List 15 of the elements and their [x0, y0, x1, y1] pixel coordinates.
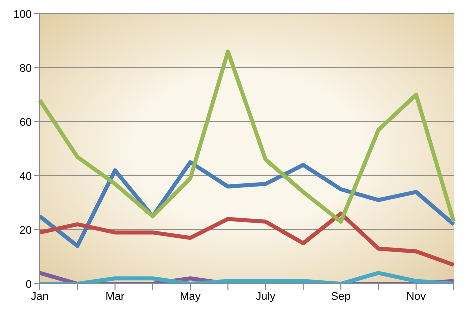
y-tick-label: 100: [14, 8, 32, 21]
line-series: [38, 50, 456, 224]
x-tick-label: July: [256, 290, 276, 303]
x-tick-label: Jan: [31, 290, 49, 303]
y-tick-label: 60: [20, 116, 32, 129]
y-tick-label: 40: [20, 170, 32, 183]
x-tick-label: Nov: [406, 290, 427, 303]
y-tick-label: 80: [20, 62, 32, 75]
x-tick-label: May: [180, 290, 202, 303]
y-tick-label: 0: [26, 278, 32, 291]
y-tick-label: 20: [20, 224, 32, 237]
line-series: [38, 160, 456, 248]
x-tick-label: Sep: [331, 290, 351, 303]
line-series: [38, 212, 456, 268]
x-tick-label: Mar: [106, 290, 126, 303]
